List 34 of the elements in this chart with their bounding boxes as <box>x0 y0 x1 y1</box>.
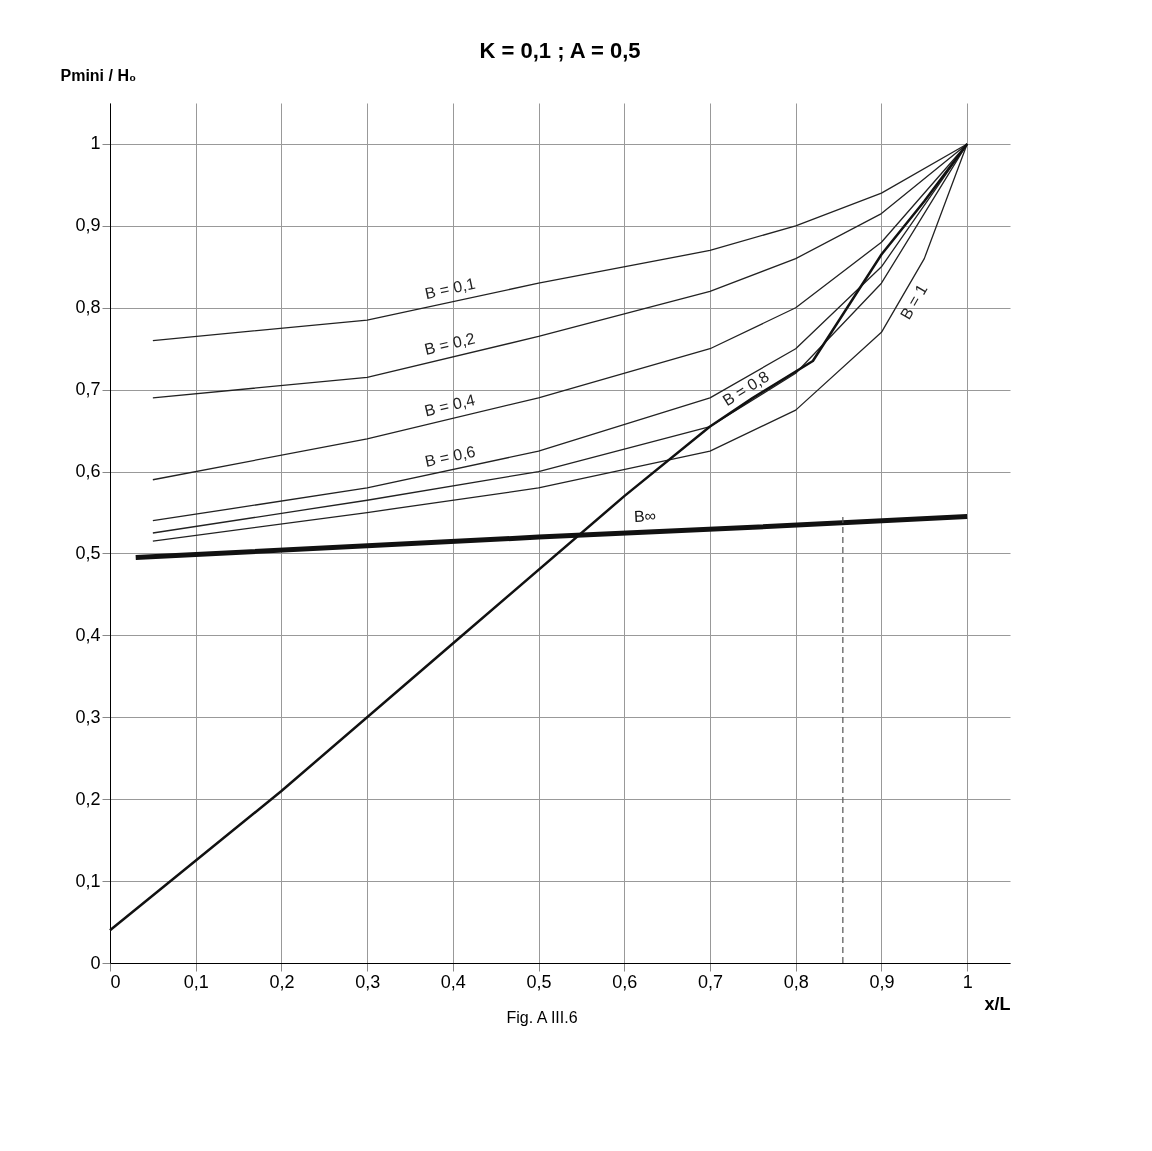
y-axis-title: Pmini / H₀ <box>60 66 137 84</box>
chart-title: K = 0,1 ; A = 0,5 <box>479 38 641 63</box>
y-tick-label: 0,9 <box>75 215 101 236</box>
line-series <box>108 142 969 932</box>
series-label: B∞ <box>633 507 657 526</box>
y-tick-label: 0,1 <box>75 870 101 891</box>
text: B = 0,2 <box>422 329 477 358</box>
y-tick-label: 0,4 <box>75 624 101 645</box>
text: B = 1 <box>896 281 931 323</box>
x-tick-label: 0 <box>110 971 121 992</box>
x-tick-label: 0,7 <box>697 971 724 992</box>
y-tick-label: 1 <box>90 133 101 154</box>
y-tick-label: 0,5 <box>75 542 101 563</box>
text: B = 0,1 <box>423 274 477 303</box>
x-tick-label: 0,9 <box>869 971 895 992</box>
y-tick-label: 0,3 <box>75 706 101 727</box>
text: B = 0,8 <box>719 367 773 410</box>
x-tick-label: 0,6 <box>612 971 638 992</box>
y-tick-label: 0,2 <box>75 788 101 809</box>
x-tick-label: 1 <box>962 971 973 992</box>
x-tick-label: 0,4 <box>440 971 466 992</box>
x-tick-label: 0,1 <box>183 971 209 992</box>
y-tick-label: 0,7 <box>75 379 101 400</box>
x-tick-label: 0,2 <box>269 971 295 992</box>
x-axis-title: x/L <box>984 993 1011 1014</box>
y-tick-label: 0,6 <box>75 461 101 482</box>
text: Fig. A III.6 <box>506 1009 578 1026</box>
text: B = 0,4 <box>422 390 477 420</box>
y-tick-label: 0 <box>90 952 101 973</box>
x-tick-label: 0,5 <box>526 971 552 992</box>
y-tick-label: 0,8 <box>75 297 101 318</box>
x-tick-label: 0,3 <box>355 971 381 992</box>
x-tick-label: 0,8 <box>783 971 809 992</box>
text: B = 0,6 <box>423 442 477 471</box>
